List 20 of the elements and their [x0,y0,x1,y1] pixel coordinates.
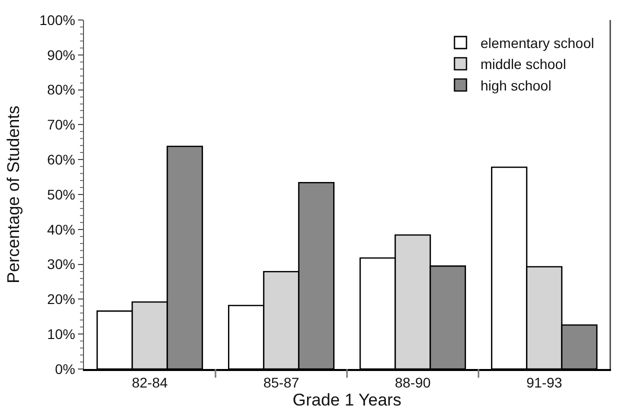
y-tick-label: 50% [47,186,76,202]
x-tick-label: 85-87 [263,374,300,391]
y-tick-label: 0% [54,360,76,377]
y-tick-label: 40% [47,221,76,238]
legend-label: high school [480,77,552,94]
legend-label: middle school [480,56,566,72]
y-tick-label: 10% [47,326,76,342]
x-tick-label: 88-90 [394,374,431,391]
y-tick-label: 20% [47,291,76,308]
legend-label: elementary school [480,35,594,52]
y-axis-title: Percentage of Students [4,106,23,284]
y-tick-label: 60% [47,152,76,168]
y-tick-label: 100% [39,12,76,28]
y-tick-label: 80% [47,82,76,98]
y-tick-label: 70% [47,116,76,133]
x-tick-label: 91-93 [526,374,562,391]
y-tick-label: 90% [47,46,76,63]
x-tick-label: 82-84 [132,374,168,391]
y-tick-label: 30% [47,256,76,272]
x-axis-title: Grade 1 Years [292,390,402,410]
